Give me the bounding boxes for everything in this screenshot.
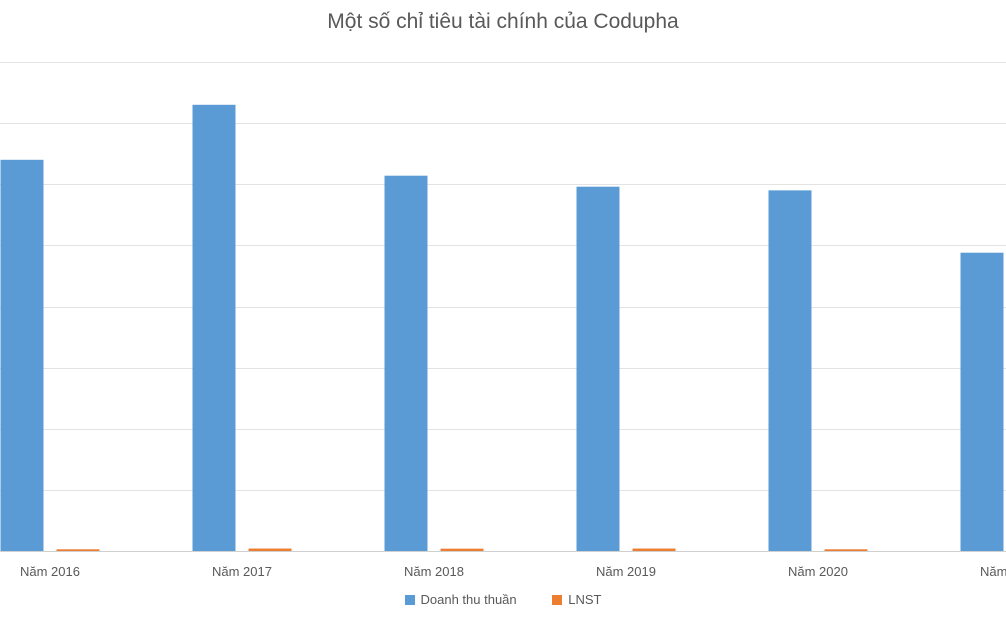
bar-series-0-0[interactable] — [0, 159, 44, 552]
bar-series-0-1[interactable] — [192, 104, 236, 551]
bar-series-1-1[interactable] — [248, 548, 292, 551]
chart-title: Một số chỉ tiêu tài chính của Codupha — [327, 10, 679, 33]
x-tick-labels: Năm 2016 Năm 2017 Năm 2018 Năm 2019 Năm 2020… — [20, 564, 1006, 579]
bar-series-0-4[interactable] — [768, 190, 812, 552]
legend-item-series-1[interactable]: LNST — [552, 592, 602, 607]
x-tick-label: Năm 2018 — [404, 564, 464, 579]
bar-series-0-3[interactable] — [576, 186, 620, 551]
legend-label-series-0: Doanh thu thuần — [420, 592, 517, 607]
bar-series-1-4[interactable] — [824, 549, 868, 551]
bar-series-1-0[interactable] — [56, 549, 100, 551]
x-tick-label: Năm 2019 — [596, 564, 656, 579]
bar-series-1-2[interactable] — [440, 548, 484, 551]
x-tick-label: Năm 2016 — [20, 564, 80, 579]
bar-series-0-5[interactable] — [960, 252, 1004, 551]
bar-series-1-3[interactable] — [632, 548, 676, 551]
x-tick-label: Năm 2021 — [980, 564, 1006, 579]
bar-series-0-2[interactable] — [384, 175, 428, 551]
legend-item-series-0[interactable]: Doanh thu thuần — [404, 592, 517, 607]
x-tick-label: Năm 2020 — [788, 564, 848, 579]
legend-swatch-series-1 — [552, 594, 563, 605]
bars — [0, 104, 1004, 552]
legend-swatch-series-0 — [404, 594, 415, 605]
gridlines — [0, 62, 1006, 552]
legend: Doanh thu thuần LNST — [0, 592, 1006, 608]
x-tick-label: Năm 2017 — [212, 564, 272, 579]
legend-label-series-1: LNST — [568, 592, 602, 607]
